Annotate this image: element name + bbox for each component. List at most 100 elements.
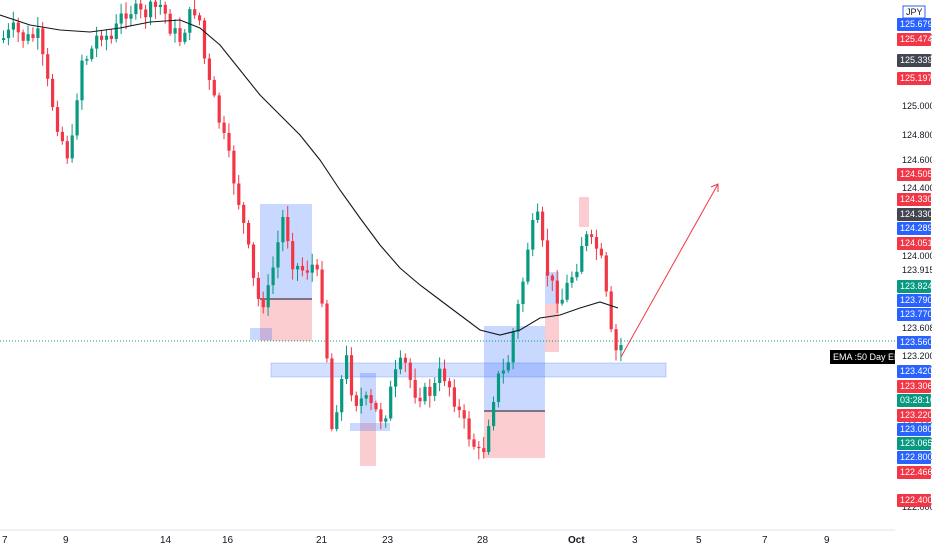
svg-text:123.790: 123.790	[900, 295, 932, 305]
candle-body	[516, 304, 520, 332]
price-badge: 124.505	[897, 168, 932, 181]
price-tick-label: 123.200	[902, 351, 932, 361]
price-badge: 03:28:10	[897, 394, 932, 407]
candle-body	[266, 285, 270, 308]
candle-body	[173, 28, 177, 34]
ema-label: EMA :50 Day EMA	[830, 350, 908, 364]
symbol-badge-text: JPY	[906, 7, 923, 17]
candle-body	[51, 78, 55, 108]
svg-text:124.289: 124.289	[900, 223, 932, 233]
candle-body	[271, 267, 275, 286]
price-badge: 123.790	[897, 294, 932, 307]
candle-body	[95, 35, 99, 49]
svg-text:123.306: 123.306	[900, 381, 932, 391]
price-badge: 122.800	[897, 451, 932, 464]
candle-body	[374, 403, 378, 410]
candle-body	[80, 60, 84, 101]
candle-body	[609, 291, 613, 330]
svg-text:125.339: 125.339	[900, 55, 932, 65]
candle-body	[222, 122, 226, 133]
time-tick-label: 9	[824, 535, 830, 546]
candle-body	[90, 48, 94, 60]
svg-text:123.420: 123.420	[900, 366, 932, 376]
candle-body	[619, 345, 623, 351]
svg-text:123.065: 123.065	[900, 438, 932, 448]
svg-text:123.560: 123.560	[900, 337, 932, 347]
ema-line	[0, 14, 619, 336]
candle-body	[531, 220, 535, 250]
candle-body	[585, 234, 589, 246]
candle-body	[452, 387, 456, 407]
time-tick-label: 23	[382, 535, 394, 546]
candle-body	[590, 234, 594, 238]
top-supply-zone[interactable]	[579, 197, 589, 227]
mid-demand-zone[interactable]	[350, 423, 390, 431]
candle-body	[31, 34, 35, 39]
small-demand-zone[interactable]	[250, 328, 272, 340]
price-badge: 123.420	[897, 365, 932, 378]
price-tick-label: 124.400	[902, 183, 932, 193]
candle-body	[134, 3, 138, 15]
candle-body	[570, 277, 574, 283]
candle-body	[26, 34, 30, 41]
candle-body	[330, 358, 334, 429]
time-tick-label: 28	[477, 535, 489, 546]
plot-background	[0, 0, 895, 550]
candle-body	[384, 418, 388, 422]
svg-text:122.800: 122.800	[900, 452, 932, 462]
candle-body	[413, 379, 417, 398]
candle-body	[428, 386, 432, 396]
candle-body	[247, 222, 251, 245]
price-tick-label: 123.915	[902, 265, 932, 275]
candle-body	[511, 331, 515, 363]
mid-position-loss-zone[interactable]	[360, 423, 376, 466]
ema-label-text: EMA :50 Day EMA	[833, 352, 908, 362]
candle-body	[447, 381, 452, 388]
svg-text:123.080: 123.080	[900, 424, 932, 434]
candle-body	[423, 386, 427, 402]
candle-body	[212, 79, 216, 96]
candle-body	[599, 248, 603, 256]
price-badge: 124.330	[897, 208, 932, 221]
projection-arrow[interactable]	[620, 183, 719, 358]
candle-body	[560, 299, 564, 304]
price-tick-label: 125.000	[902, 101, 932, 111]
horizontal-demand-zone[interactable]	[270, 362, 667, 378]
candle-body	[153, 1, 158, 7]
candle-body	[75, 100, 79, 136]
candle-body	[276, 242, 280, 268]
candle-body	[555, 280, 559, 304]
candle-body	[286, 216, 290, 242]
candle-body	[438, 368, 442, 383]
candle-body	[364, 395, 368, 399]
time-axis[interactable]: 7 9 14 16 21 23 28 Oct 3 5 7 9	[0, 529, 895, 546]
candle-body	[183, 32, 187, 42]
candle-body	[462, 410, 466, 419]
candle-body	[477, 446, 481, 449]
svg-text:125.474: 125.474	[900, 34, 932, 44]
candle-body	[521, 281, 525, 305]
candle-body	[11, 22, 15, 30]
mid-position-profit-zone[interactable]	[360, 373, 376, 423]
candle-body	[168, 13, 172, 34]
candle-body	[104, 35, 109, 40]
candle-body	[403, 357, 407, 363]
candle-body	[242, 204, 246, 223]
candle-body	[207, 58, 211, 80]
time-tick-label: Oct	[568, 535, 585, 546]
price-axis[interactable]: 125.479125.339125.000124.800124.600124.4…	[895, 0, 932, 550]
long-position-profit-zone[interactable]	[260, 204, 312, 299]
candle-body	[545, 240, 550, 276]
price-tick-label: 124.000	[902, 251, 932, 261]
candle-body	[55, 107, 60, 132]
candle-body	[575, 271, 579, 278]
candle-body	[526, 249, 530, 282]
candle-body	[457, 406, 461, 411]
candle-body	[418, 397, 422, 402]
candle-body	[300, 265, 305, 271]
price-tick-label: 124.800	[902, 130, 932, 140]
candle-body	[291, 241, 295, 270]
time-tick-label: 7	[2, 535, 8, 546]
price-badge: 124.051	[897, 237, 932, 250]
